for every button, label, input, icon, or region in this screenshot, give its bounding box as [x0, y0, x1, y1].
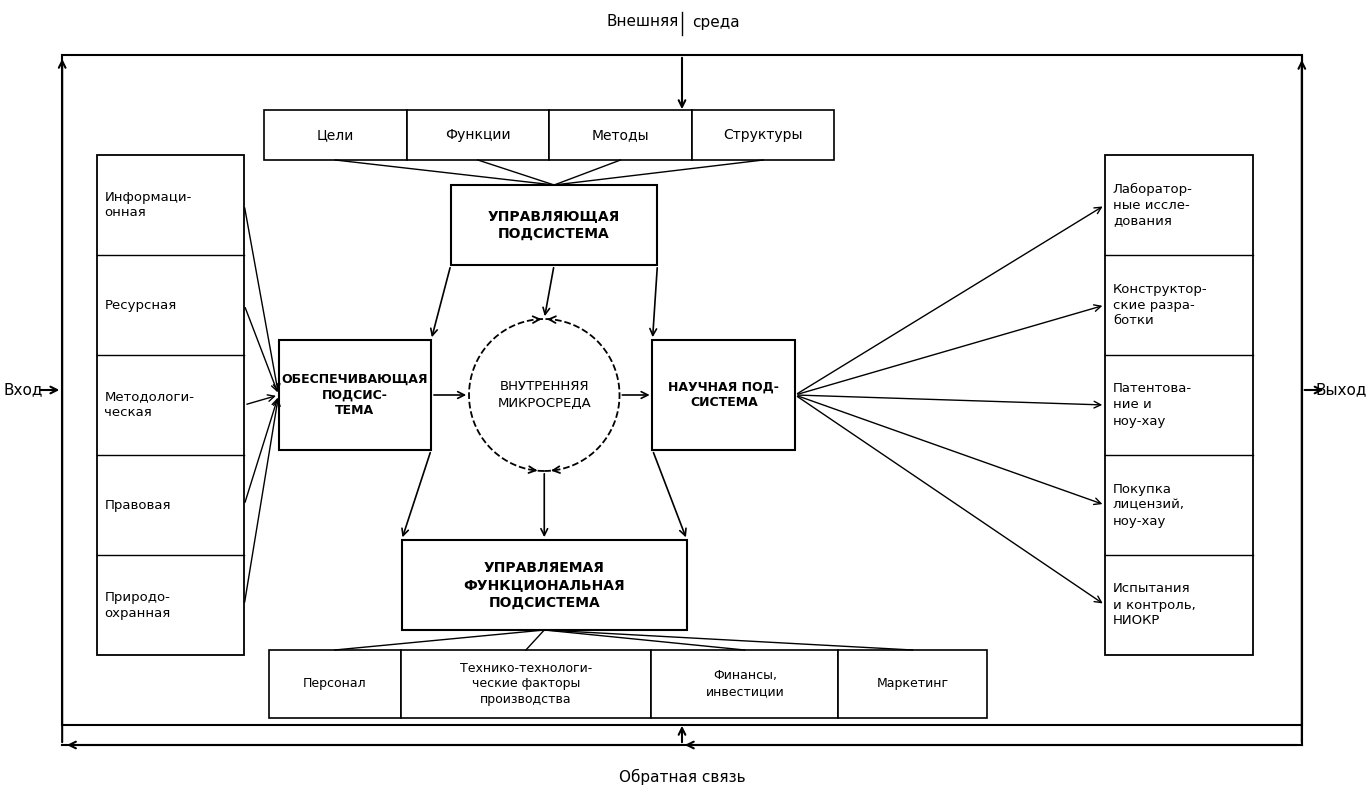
Bar: [62, 55, 1302, 725]
Text: Структуры: Структуры: [723, 128, 803, 142]
Bar: [407, 110, 549, 160]
Bar: [400, 650, 651, 718]
Text: Методы: Методы: [592, 128, 649, 142]
Bar: [401, 540, 686, 630]
Text: среда: среда: [693, 14, 740, 30]
Bar: [838, 650, 986, 718]
Bar: [278, 340, 432, 450]
Text: Маркетинг: Маркетинг: [877, 678, 948, 690]
Bar: [1106, 155, 1252, 655]
Text: Лаборатор-
ные исслe-
дования: Лаборатор- ные исслe- дования: [1112, 182, 1193, 228]
Bar: [651, 650, 838, 718]
Bar: [97, 155, 244, 655]
Text: Ресурсная: Ресурсная: [104, 299, 177, 312]
Text: Функции: Функции: [445, 128, 511, 142]
Text: Испытания
и контроль,
НИОКР: Испытания и контроль, НИОКР: [1112, 582, 1196, 627]
Bar: [652, 340, 795, 450]
Bar: [269, 650, 400, 718]
Text: Методологи-
ческая: Методологи- ческая: [104, 391, 195, 419]
Text: Конструктор-
ские разра-
ботки: Конструктор- ские разра- ботки: [1112, 283, 1207, 328]
Text: Патентова-
ние и
ноу-хау: Патентова- ние и ноу-хау: [1112, 383, 1192, 427]
Text: Финансы,
инвестиции: Финансы, инвестиции: [706, 670, 784, 698]
Text: УПРАВЛЯЕМАЯ
ФУНКЦИОНАЛЬНАЯ
ПОДСИСТЕМА: УПРАВЛЯЕМАЯ ФУНКЦИОНАЛЬНАЯ ПОДСИСТЕМА: [463, 561, 625, 610]
Bar: [264, 110, 407, 160]
Text: Обратная связь: Обратная связь: [619, 769, 745, 785]
Text: Природо-
охранная: Природо- охранная: [104, 590, 171, 619]
Text: Цели: Цели: [316, 128, 353, 142]
Text: Вход: Вход: [3, 383, 42, 397]
Text: Покупка
лицензий,
ноу-хау: Покупка лицензий, ноу-хау: [1112, 483, 1185, 527]
Text: НАУЧНАЯ ПОД-
СИСТЕМА: НАУЧНАЯ ПОД- СИСТЕМА: [669, 380, 780, 410]
Text: Технико-технологи-
ческие факторы
производства: Технико-технологи- ческие факторы произв…: [460, 662, 592, 706]
Bar: [451, 185, 658, 265]
Text: Внешняя: Внешняя: [607, 14, 678, 30]
Bar: [549, 110, 692, 160]
Text: Информаци-
онная: Информаци- онная: [104, 190, 192, 220]
Bar: [692, 110, 834, 160]
Text: ОБЕСПЕЧИВАЮЩАЯ
ПОДСИС-
ТЕМА: ОБЕСПЕЧИВАЮЩАЯ ПОДСИС- ТЕМА: [282, 372, 427, 418]
Text: Выход: Выход: [1315, 383, 1367, 397]
Text: Правовая: Правовая: [104, 499, 171, 511]
Text: УПРАВЛЯЮЩАЯ
ПОДСИСТЕМА: УПРАВЛЯЮЩАЯ ПОДСИСТЕМА: [488, 209, 621, 240]
Text: Персонал: Персонал: [303, 678, 366, 690]
Text: ВНУТРЕННЯЯ
МИКРОСРЕДА: ВНУТРЕННЯЯ МИКРОСРЕДА: [497, 380, 590, 410]
